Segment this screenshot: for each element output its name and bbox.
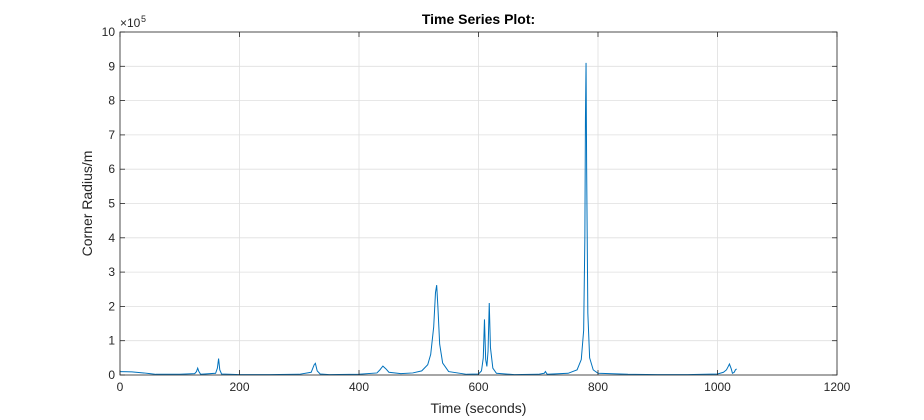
y-tick-label: 3 [108,265,115,279]
series-line [119,62,737,376]
x-tick-label: 200 [229,380,249,394]
y-tick-label: 2 [108,299,115,313]
y-tick-label: 0 [108,368,115,382]
tick-labels: 0 200 400 600 800 1000 1200 0 1 2 3 4 5 6 7 8 9 10 [102,25,851,394]
y-tick-label: 7 [108,128,115,142]
axis-ticks [119,31,838,376]
y-tick-label: 6 [108,162,115,176]
y-multiplier-label: ×10 [120,16,141,30]
y-tick-label: 9 [108,59,115,73]
x-axis-label: Time (seconds) [431,400,527,416]
y-tick-label: 8 [108,94,115,108]
x-tick-label: 600 [468,380,488,394]
y-multiplier-exponent: 5 [141,14,146,24]
x-tick-label: 1000 [704,380,731,394]
y-axis-label: Corner Radius/m [79,151,95,257]
x-tick-label: 800 [588,380,608,394]
y-tick-label: 1 [108,334,115,348]
x-tick-label: 0 [117,380,124,394]
chart-title: Time Series Plot: [422,11,535,27]
y-tick-label: 5 [108,197,115,211]
x-tick-label: 1200 [824,380,851,394]
y-tick-label: 4 [108,231,115,245]
x-tick-label: 400 [349,380,369,394]
y-tick-label: 10 [102,25,116,39]
